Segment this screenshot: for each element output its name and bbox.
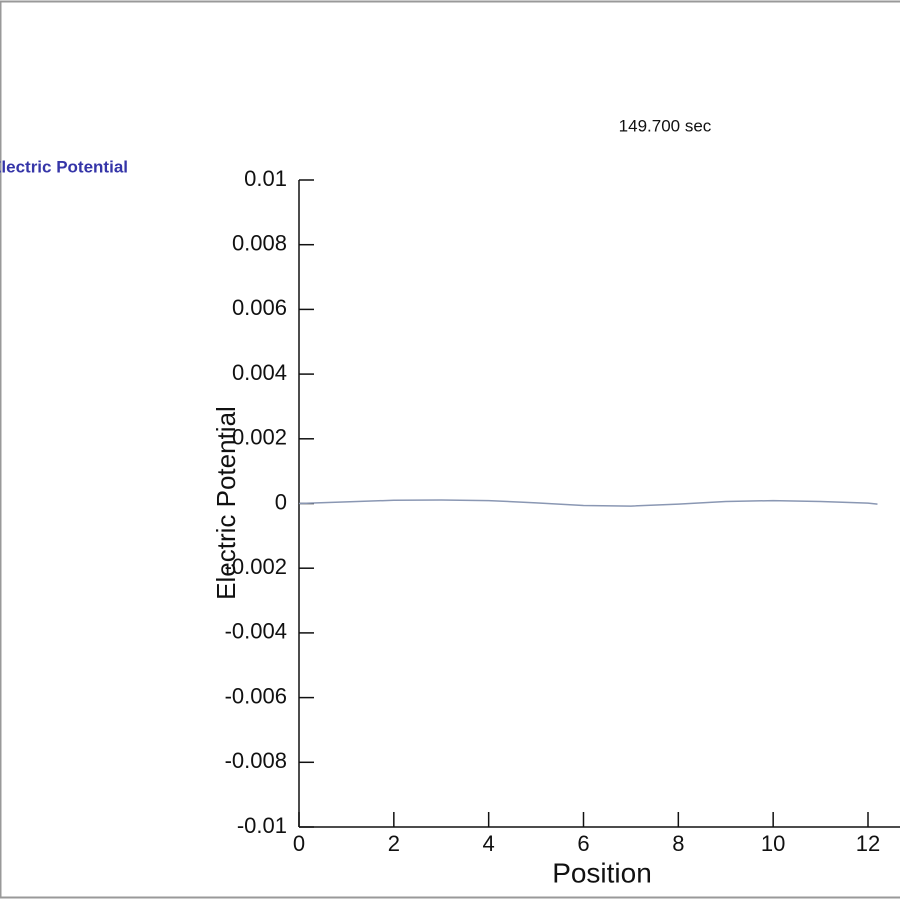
- y-tick-label: -0.008: [225, 748, 287, 773]
- y-tick-label: -0.002: [225, 554, 287, 579]
- data-line: [298, 499, 878, 507]
- y-axis-label: Electric Potential: [211, 406, 241, 600]
- y-tick-label: -0.01: [237, 813, 287, 838]
- y-tick-label: 0.01: [244, 166, 287, 191]
- y-tick-label: 0.004: [232, 360, 287, 385]
- x-tick-label: 2: [388, 831, 400, 856]
- y-tick-label: -0.006: [225, 683, 287, 708]
- x-tick-label: 0: [293, 831, 305, 856]
- y-tick-label: 0.008: [232, 231, 287, 256]
- x-tick-label: 4: [483, 831, 495, 856]
- x-tick-label: 6: [577, 831, 589, 856]
- y-tick-label: 0.002: [232, 425, 287, 450]
- x-tick-label: 8: [672, 831, 684, 856]
- x-tick-label: 10: [761, 831, 785, 856]
- y-tick-label: 0: [275, 489, 287, 514]
- legend-label: Electric Potential: [0, 157, 128, 176]
- y-tick-label: -0.004: [225, 619, 287, 644]
- chart-title: 149.700 sec: [619, 116, 712, 135]
- y-tick-label: 0.006: [232, 295, 287, 320]
- x-tick-label: 12: [856, 831, 880, 856]
- x-axis-label: Position: [552, 857, 652, 888]
